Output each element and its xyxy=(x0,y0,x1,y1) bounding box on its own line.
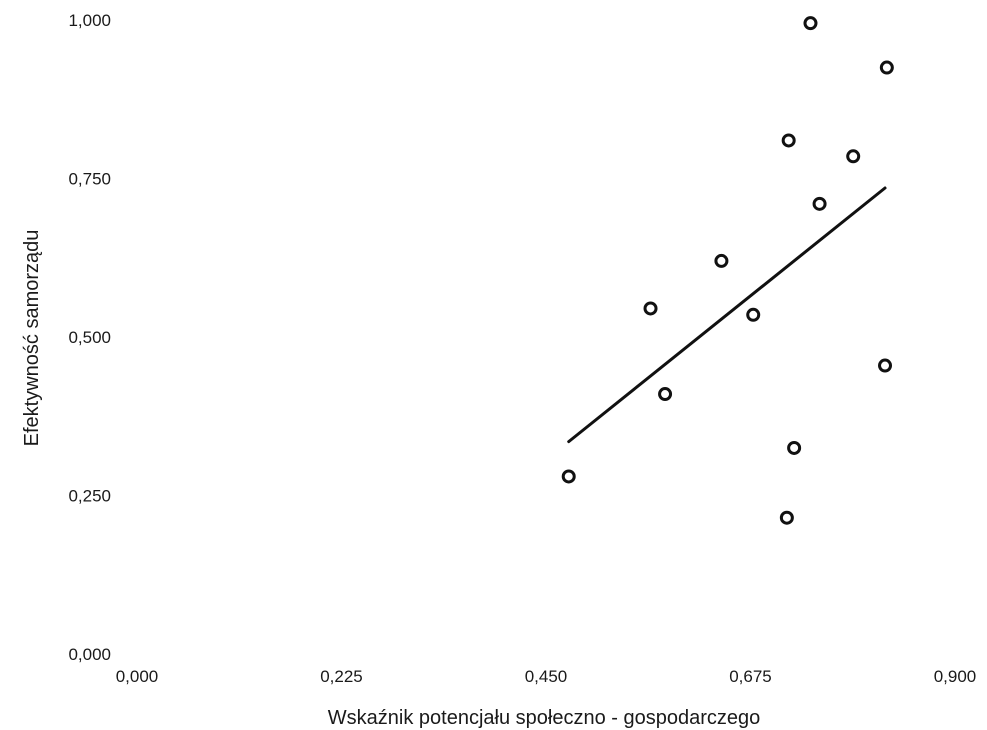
x-tick-label: 0,450 xyxy=(525,667,568,686)
x-axis-title: Wskaźnik potencjału społeczno - gospodar… xyxy=(328,707,760,729)
x-tick-label: 0,900 xyxy=(934,667,977,686)
y-tick-label: 0,250 xyxy=(68,487,111,506)
y-tick-label: 0,750 xyxy=(68,170,111,189)
y-tick-label: 0,500 xyxy=(68,328,111,347)
data-point xyxy=(561,469,576,484)
data-points xyxy=(561,16,894,525)
data-point xyxy=(714,253,729,268)
data-point xyxy=(879,60,894,75)
data-point xyxy=(781,133,796,148)
x-tick-label: 0,000 xyxy=(116,667,159,686)
x-tick-label: 0,675 xyxy=(729,667,772,686)
data-point xyxy=(779,510,794,525)
y-tick-label: 0,000 xyxy=(68,645,111,664)
data-point xyxy=(812,196,827,211)
data-point xyxy=(878,358,893,373)
data-point xyxy=(787,440,802,455)
trendline xyxy=(567,186,887,444)
y-axis-title: Efektywność samorządu xyxy=(21,230,43,447)
data-point xyxy=(746,307,761,322)
data-point xyxy=(643,301,658,316)
x-tick-label: 0,225 xyxy=(320,667,363,686)
x-axis-ticks: 0,000 0,225 0,450 0,675 0,900 xyxy=(116,667,977,686)
y-tick-label: 1,000 xyxy=(68,11,111,30)
y-axis-ticks: 0,000 0,250 0,500 0,750 1,000 xyxy=(68,11,111,664)
data-point xyxy=(658,387,673,402)
data-point xyxy=(846,149,861,164)
data-point xyxy=(803,16,818,31)
